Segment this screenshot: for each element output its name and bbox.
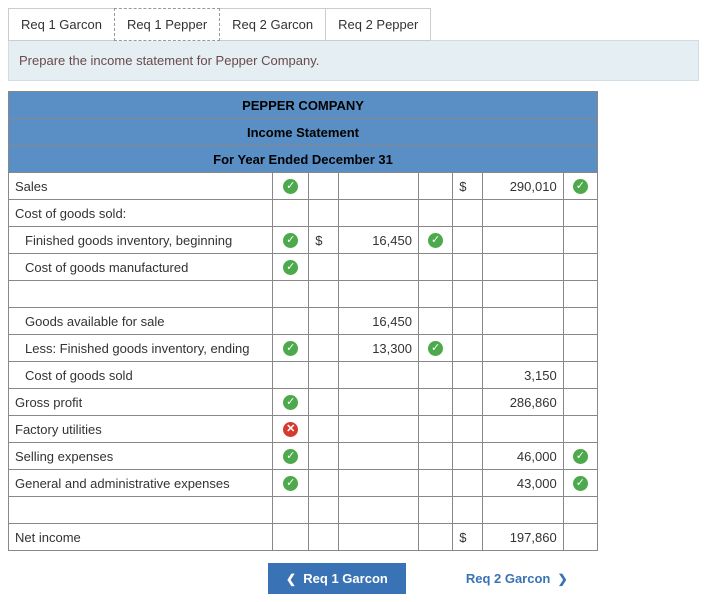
check-icon: ✓	[573, 179, 588, 194]
row-gafs: Goods available for sale 16,450	[9, 308, 598, 335]
label-gross: Gross profit	[9, 389, 273, 416]
row-gross-profit: Gross profit ✓ 286,860	[9, 389, 598, 416]
gross-value: 286,860	[483, 389, 564, 416]
check-icon: ✓	[283, 449, 298, 464]
fg-end-value[interactable]: 13,300	[339, 335, 419, 362]
label-fg-end[interactable]: Less: Finished goods inventory, ending	[9, 335, 273, 362]
label-sales[interactable]: Sales	[9, 173, 273, 200]
prev-label: Req 1 Garcon	[303, 571, 388, 586]
row-blank2	[9, 497, 598, 524]
row-sales: Sales ✓ $ 290,010 ✓	[9, 173, 598, 200]
company-header: PEPPER COMPANY	[9, 92, 598, 119]
row-net-income: Net income $ 197,860	[9, 524, 598, 551]
label-factory[interactable]: Factory utilities	[9, 416, 273, 443]
chevron-left-icon: ❮	[286, 572, 296, 586]
row-fg-beginning: Finished goods inventory, beginning ✓ $ …	[9, 227, 598, 254]
income-statement-table: PEPPER COMPANY Income Statement For Year…	[8, 91, 598, 551]
cross-icon: ✕	[283, 422, 298, 437]
cogs-value: 3,150	[483, 362, 564, 389]
check-icon: ✓	[573, 449, 588, 464]
tab-req1-pepper[interactable]: Req 1 Pepper	[114, 8, 220, 41]
fg-beg-value[interactable]: 16,450	[339, 227, 419, 254]
tab-req2-garcon[interactable]: Req 2 Garcon	[219, 8, 326, 41]
check-icon: ✓	[573, 476, 588, 491]
label-ga[interactable]: General and administrative expenses	[9, 470, 273, 497]
row-blank1	[9, 281, 598, 308]
net-dollar: $	[453, 524, 483, 551]
chevron-right-icon: ❯	[558, 572, 568, 586]
tab-req2-pepper[interactable]: Req 2 Pepper	[325, 8, 431, 41]
selling-value[interactable]: 46,000	[483, 443, 564, 470]
label-selling[interactable]: Selling expenses	[9, 443, 273, 470]
check-icon: ✓	[428, 233, 443, 248]
prev-button[interactable]: ❮ Req 1 Garcon	[268, 563, 406, 594]
row-ga: General and administrative expenses ✓ 43…	[9, 470, 598, 497]
check-icon: ✓	[428, 341, 443, 356]
sales-dollar: $	[453, 173, 483, 200]
label-cogs-header: Cost of goods sold:	[9, 200, 273, 227]
check-icon: ✓	[283, 341, 298, 356]
row-selling: Selling expenses ✓ 46,000 ✓	[9, 443, 598, 470]
ga-value[interactable]: 43,000	[483, 470, 564, 497]
mark-sales: ✓	[273, 173, 309, 200]
next-link[interactable]: Req 2 Garcon ❯	[466, 563, 568, 594]
label-net: Net income	[9, 524, 273, 551]
row-factory-utilities: Factory utilities ✕	[9, 416, 598, 443]
net-value: 197,860	[483, 524, 564, 551]
check-icon: ✓	[283, 395, 298, 410]
tab-req1-garcon[interactable]: Req 1 Garcon	[8, 8, 115, 41]
sales-value[interactable]: 290,010	[483, 173, 564, 200]
statement-title: Income Statement	[9, 119, 598, 146]
label-cogs: Cost of goods sold	[9, 362, 273, 389]
row-fg-ending: Less: Finished goods inventory, ending ✓…	[9, 335, 598, 362]
check-icon: ✓	[283, 179, 298, 194]
nav-footer: ❮ Req 1 Garcon Req 2 Garcon ❯	[8, 563, 699, 594]
period-header: For Year Ended December 31	[9, 146, 598, 173]
check-icon: ✓	[283, 260, 298, 275]
gafs-value: 16,450	[339, 308, 419, 335]
check-icon: ✓	[283, 233, 298, 248]
tab-strip: Req 1 Garcon Req 1 Pepper Req 2 Garcon R…	[8, 8, 699, 41]
row-com: Cost of goods manufactured ✓	[9, 254, 598, 281]
row-cogs: Cost of goods sold 3,150	[9, 362, 598, 389]
label-fg-beg[interactable]: Finished goods inventory, beginning	[9, 227, 273, 254]
instruction-text: Prepare the income statement for Pepper …	[8, 40, 699, 81]
label-gafs: Goods available for sale	[9, 308, 273, 335]
label-com[interactable]: Cost of goods manufactured	[9, 254, 273, 281]
check-icon: ✓	[283, 476, 298, 491]
row-cogs-header: Cost of goods sold:	[9, 200, 598, 227]
next-label: Req 2 Garcon	[466, 571, 551, 586]
fg-beg-dollar: $	[309, 227, 339, 254]
